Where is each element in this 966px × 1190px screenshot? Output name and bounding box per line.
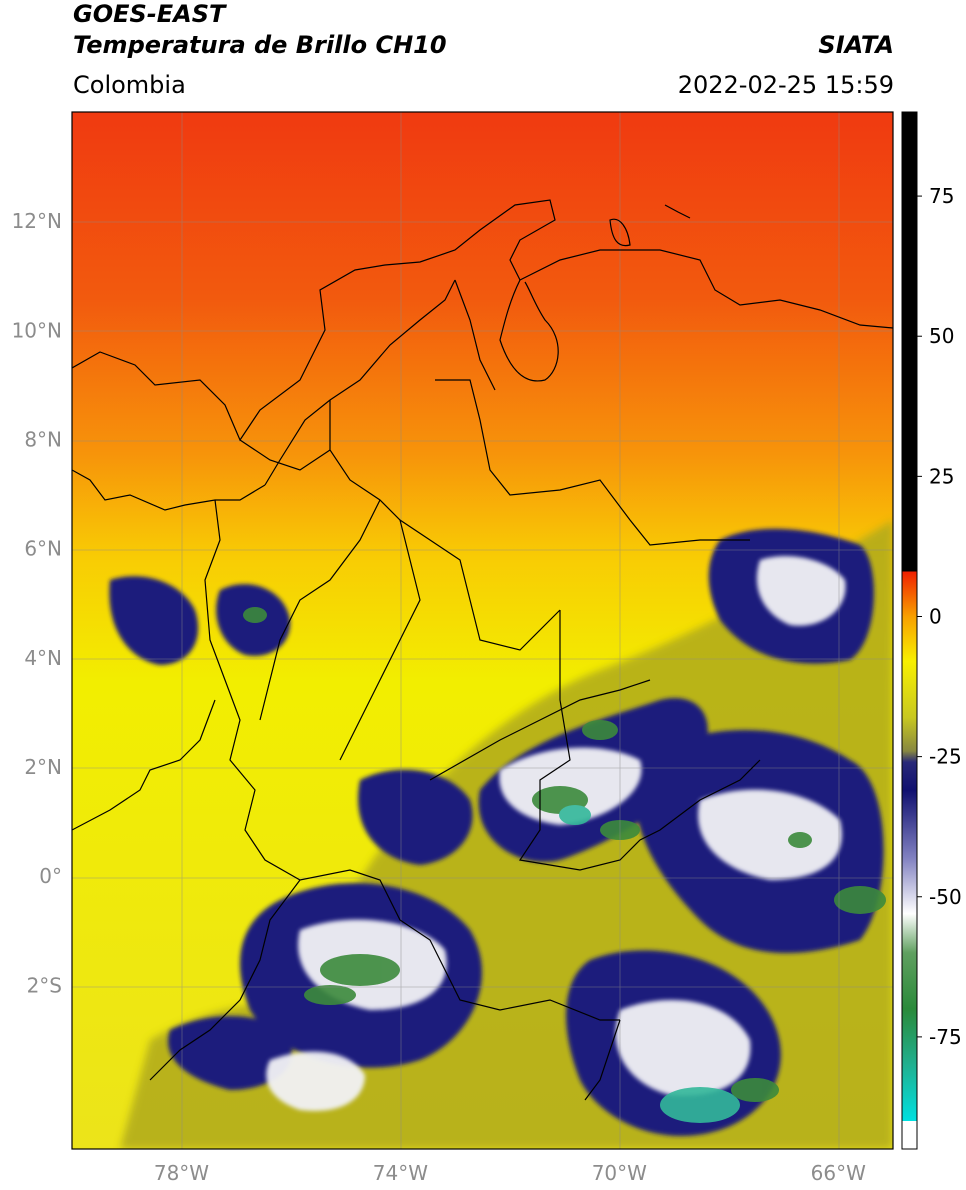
latitude-label: 2°N xyxy=(24,755,62,779)
colorbar-tick-label: 50 xyxy=(929,324,954,348)
latitude-label: 12°N xyxy=(12,209,62,233)
longitude-label: 66°W xyxy=(811,1161,866,1185)
latitude-label: 6°N xyxy=(24,537,62,561)
latitude-label: 8°N xyxy=(24,427,62,451)
borders xyxy=(72,199,893,1101)
map-frame xyxy=(71,111,894,1150)
longitude-label: 70°W xyxy=(592,1161,647,1185)
colorbar-tick-label: -25 xyxy=(929,745,962,769)
colorbar-tick-label: -50 xyxy=(929,885,962,909)
colorbar-tick-label: 75 xyxy=(929,184,954,208)
colorbar-ticks: 75 50 25 0 -25 -50 -75 xyxy=(917,184,962,1049)
agency-label: SIATA xyxy=(818,31,894,59)
colorbar-tick-label: -75 xyxy=(929,1025,962,1049)
longitude-labels: 78°W 74°W 70°W 66°W xyxy=(154,1161,866,1185)
gridlines xyxy=(72,112,893,1149)
latitude-label: 2°S xyxy=(27,973,62,997)
timestamp-label: 2022-02-25 15:59 xyxy=(677,71,894,99)
region-label: Colombia xyxy=(73,71,186,99)
product-title: Temperatura de Brillo CH10 xyxy=(73,31,447,59)
longitude-label: 78°W xyxy=(154,1161,209,1185)
latitude-label: 10°N xyxy=(12,318,62,342)
latitude-labels: 12°N 10°N 8°N 6°N 4°N 2°N 0° 2°S xyxy=(12,209,62,997)
brightness-field xyxy=(72,112,893,1149)
latitude-label: 4°N xyxy=(24,646,62,670)
satellite-title: GOES-EAST xyxy=(73,0,226,28)
colorbar: 75 50 25 0 -25 -50 -75 xyxy=(901,111,962,1150)
colorbar-tick-label: 0 xyxy=(929,604,942,628)
latitude-label: 0° xyxy=(39,864,62,888)
longitude-label: 74°W xyxy=(373,1161,428,1185)
colorbar-tick-label: 25 xyxy=(929,464,954,488)
